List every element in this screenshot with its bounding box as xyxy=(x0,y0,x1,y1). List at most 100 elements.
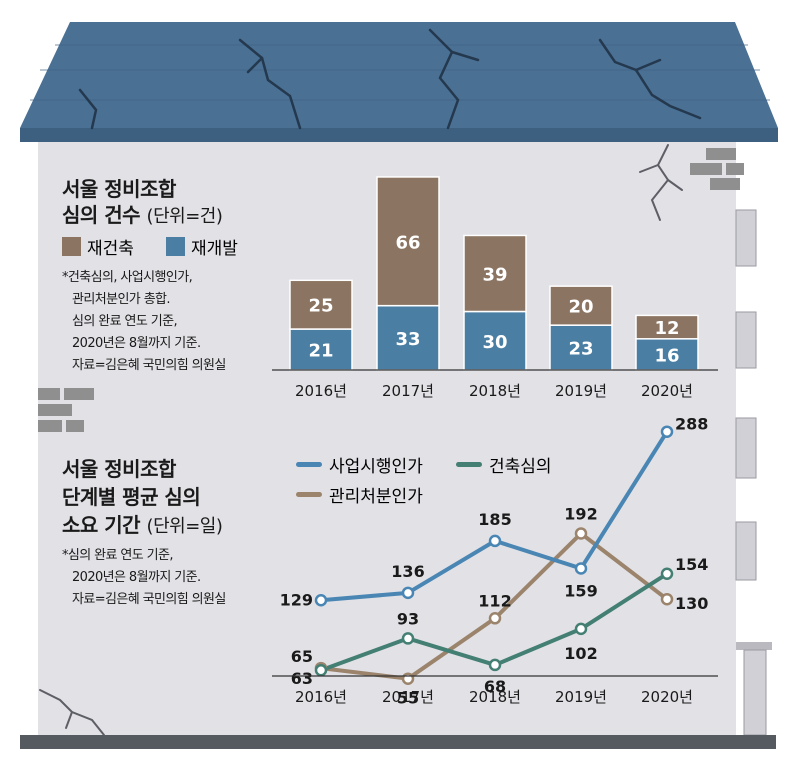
bar-value-label: 66 xyxy=(395,232,420,253)
bar-chart-title-line2-wrap: 심의 건수 (단위=건) xyxy=(62,202,223,230)
line-value-label: 159 xyxy=(564,581,597,600)
series-point-building-review xyxy=(660,567,674,581)
series-point-project-approval xyxy=(488,534,502,548)
bar-chart-note-2: 관리처분인가 총합. xyxy=(72,292,171,307)
line-value-label: 63 xyxy=(291,669,313,688)
roof-lines xyxy=(30,44,770,101)
line-chart-title-line2: 단계별 평균 심의 xyxy=(62,485,201,509)
series-point-project-approval xyxy=(314,594,328,607)
series-point-project-approval xyxy=(574,562,588,575)
bar-chart-unit: (단위=건) xyxy=(146,206,223,227)
bricks xyxy=(38,148,744,432)
legend-redevelopment: 재개발 xyxy=(166,234,238,259)
ledge xyxy=(736,642,772,650)
bar-x-tick-label: 2017년 xyxy=(382,382,434,400)
line-value-label: 102 xyxy=(564,644,597,663)
bar-x-tick-label: 2019년 xyxy=(555,382,607,400)
line-x-tick-label: 2018년 xyxy=(469,688,521,706)
legend-disposal-approval: 관리처분인가 xyxy=(296,482,423,507)
bar-x-tick-label: 2018년 xyxy=(469,382,521,400)
line-value-label: 130 xyxy=(675,594,708,613)
line-value-label: 68 xyxy=(484,677,506,696)
line-x-tick-label: 2019년 xyxy=(555,688,607,706)
bar-segment-reconstruction xyxy=(376,176,440,307)
series-point-disposal-approval xyxy=(488,612,502,625)
bar-chart-note-5: 자료=김은혜 국민의힘 의원실 xyxy=(72,358,226,373)
series-point-building-review xyxy=(314,663,328,677)
roof xyxy=(20,22,778,128)
line-value-label: 136 xyxy=(391,562,424,581)
bar-chart-note-1: *건축심의, 사업시행인가, xyxy=(62,270,193,285)
line-chart: 129 136 185 159 288 63 93 68 102 154 65 55 112 192 130… xyxy=(280,415,709,708)
side-window xyxy=(735,417,757,479)
bar-x-tick-label: 2016년 xyxy=(295,382,347,400)
line-chart-title-line3: 소요 기간 xyxy=(62,513,141,537)
legend-reconstruction-swatch xyxy=(62,237,81,256)
line-value-label: 93 xyxy=(397,609,419,628)
legend-building-review: 건축심의 xyxy=(456,452,552,477)
bar-value-label: 20 xyxy=(568,297,593,318)
bar-segment-reconstruction xyxy=(549,285,613,326)
series-point-disposal-approval xyxy=(574,527,588,540)
ground xyxy=(20,735,776,749)
line-value-label: 192 xyxy=(564,504,597,523)
series-point-project-approval xyxy=(660,425,674,438)
side-window xyxy=(735,311,757,369)
side-window xyxy=(735,521,757,581)
bar-x-tick-label: 2020년 xyxy=(641,382,693,400)
series-point-disposal-approval xyxy=(660,592,674,606)
bar-value-label: 25 xyxy=(308,296,333,317)
bar-value-label: 30 xyxy=(482,332,507,353)
legend-reconstruction-label: 재건축 xyxy=(87,239,134,259)
line-chart-note-3: 자료=김은혜 국민의힘 의원실 xyxy=(72,592,226,607)
bar-segment-redevelopment xyxy=(549,324,613,371)
line-chart-note-2: 2020년은 8월까지 기준. xyxy=(72,570,201,585)
line-value-label: 55 xyxy=(397,689,419,708)
legend-disposal-approval-swatch xyxy=(296,492,322,497)
bar-value-label: 12 xyxy=(654,318,679,339)
roof-edge xyxy=(20,128,778,142)
legend-redevelopment-swatch xyxy=(166,237,185,256)
bar-value-label: 33 xyxy=(395,329,420,350)
bar-segment-reconstruction xyxy=(463,234,527,313)
line-chart-title-line1: 서울 정비조합 xyxy=(62,457,176,481)
bar-segment-reconstruction xyxy=(289,279,353,330)
line-x-tick-label: 2020년 xyxy=(641,688,693,706)
legend-project-approval: 사업시행인가 xyxy=(296,452,423,477)
line-x-tick-label: 2017년 xyxy=(382,688,434,706)
bar-value-label: 39 xyxy=(482,264,507,285)
legend-redevelopment-label: 재개발 xyxy=(191,239,238,259)
line-chart-unit: (단위=일) xyxy=(146,516,223,537)
line-value-label: 129 xyxy=(280,590,313,609)
side-window xyxy=(735,209,757,267)
legend-reconstruction: 재건축 xyxy=(62,234,134,259)
line-chart-title-line3-wrap: 소요 기간 (단위=일) xyxy=(62,512,223,540)
legend-disposal-approval-label: 관리처분인가 xyxy=(329,487,423,507)
series-point-building-review xyxy=(574,622,588,636)
bar-chart-title-line2: 심의 건수 xyxy=(62,203,141,227)
line-chart-note-1: *심의 완료 연도 기준, xyxy=(62,548,174,563)
line-value-label: 112 xyxy=(478,591,511,610)
bar-chart-note-3: 심의 완료 연도 기준, xyxy=(72,314,178,329)
series-point-project-approval xyxy=(401,586,415,600)
bar-segment-reconstruction xyxy=(635,314,699,340)
roof-cracks xyxy=(78,28,702,130)
legend-project-approval-swatch xyxy=(296,462,322,467)
legend-building-review-swatch xyxy=(456,462,482,467)
series-point-building-review xyxy=(488,658,502,672)
bar-segment-redevelopment xyxy=(289,328,353,371)
bar-value-label: 16 xyxy=(654,345,679,366)
line-value-label: 288 xyxy=(675,415,708,434)
bar-value-label: 23 xyxy=(568,339,593,360)
bar-value-label: 21 xyxy=(308,341,333,362)
line-value-label: 185 xyxy=(478,510,511,529)
line-value-label: 65 xyxy=(291,647,313,666)
line-x-tick-label: 2016년 xyxy=(295,688,347,706)
legend-building-review-label: 건축심의 xyxy=(489,457,552,477)
line-value-label: 154 xyxy=(675,555,708,574)
wall-cracks xyxy=(39,144,683,736)
series-point-building-review xyxy=(401,632,415,645)
bar-chart-title-line1: 서울 정비조합 xyxy=(62,177,176,201)
